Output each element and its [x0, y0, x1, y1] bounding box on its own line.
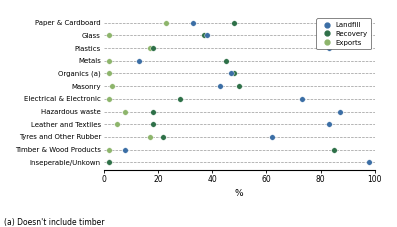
Text: (a) Doesn't include timber: (a) Doesn't include timber	[4, 218, 104, 227]
X-axis label: %: %	[235, 189, 244, 198]
Legend: Landfill, Recovery, Exports: Landfill, Recovery, Exports	[316, 18, 371, 49]
